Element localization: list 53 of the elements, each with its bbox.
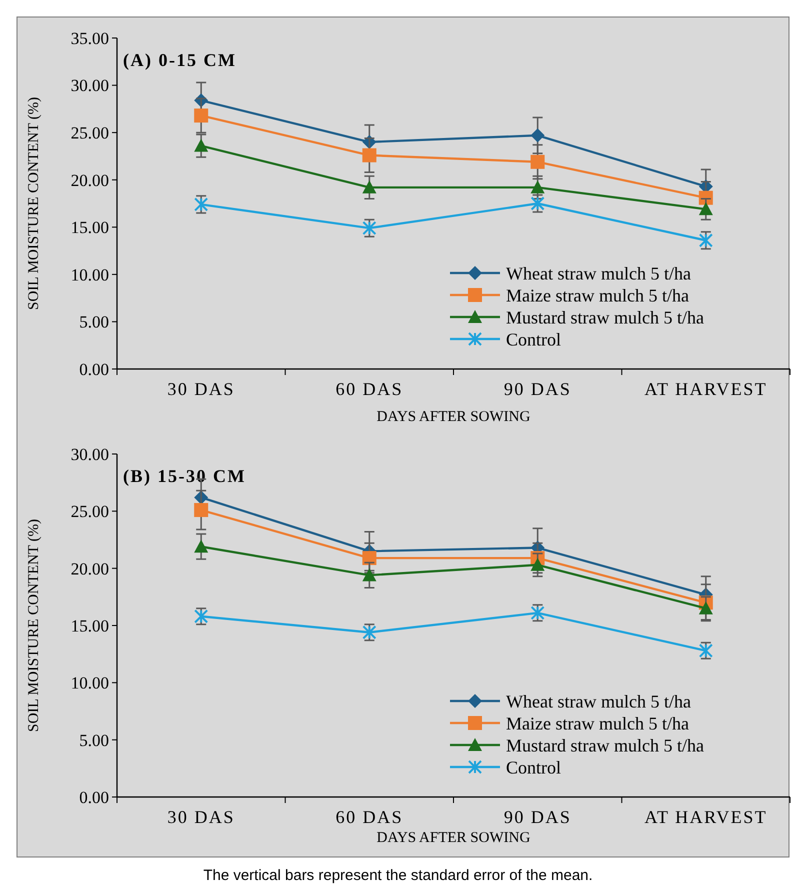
legend-label: Control <box>506 757 562 778</box>
text: The vertical bars represent the standard error of the mean. <box>203 867 593 884</box>
point <box>194 503 208 518</box>
x-tick-label: 60 DAS <box>336 379 404 399</box>
point <box>530 128 545 142</box>
point <box>194 540 208 553</box>
x-axis-title: DAYS AFTER SOWING <box>376 409 530 425</box>
point <box>698 202 713 216</box>
legend-label: Wheat straw mulch 5 t/ha <box>506 691 691 712</box>
x-axis-title: DAYS AFTER SOWING <box>376 830 530 846</box>
x-tick-label: 90 DAS <box>504 379 572 399</box>
point <box>362 180 376 194</box>
text: (B) 15-30 CM <box>123 466 246 486</box>
y-tick-label: 5.00 <box>79 730 109 750</box>
y-axis-title: SOIL MOISTURE CONTENT (%) <box>26 97 42 310</box>
legend-label: Mustard straw mulch 5 t/ha <box>506 735 704 756</box>
point <box>362 148 376 162</box>
point <box>362 551 376 566</box>
x-tick-label: 60 DAS <box>336 807 404 827</box>
y-tick-label: 0.00 <box>79 360 109 379</box>
point <box>362 568 376 582</box>
y-axis-title: SOIL MOISTURE CONTENT (%) <box>26 519 42 732</box>
point <box>194 138 208 152</box>
point <box>698 601 713 614</box>
y-tick-label: 0.00 <box>79 788 109 807</box>
y-tick-label: 15.00 <box>70 218 109 238</box>
y-tick-label: 10.00 <box>70 674 109 693</box>
y-tick-label: 5.00 <box>79 312 109 332</box>
y-tick-label: 25.00 <box>70 502 109 522</box>
legend-label: Control <box>506 329 562 350</box>
y-tick-label: 20.00 <box>70 559 109 578</box>
x-tick-label: AT HARVEST <box>644 807 768 827</box>
point <box>194 108 208 123</box>
x-tick-label: 30 DAS <box>167 807 235 827</box>
y-tick-label: 20.00 <box>70 170 109 190</box>
legend-label: Mustard straw mulch 5 t/ha <box>506 307 704 328</box>
y-tick-label: 30.00 <box>70 444 109 464</box>
legend-label: Maize straw mulch 5 t/ha <box>506 285 689 306</box>
y-tick-label: 15.00 <box>70 616 109 636</box>
y-tick-label: 35.00 <box>70 28 109 48</box>
legend-label: Wheat straw mulch 5 t/ha <box>506 263 691 284</box>
point <box>530 196 544 210</box>
y-tick-label: 10.00 <box>70 265 109 284</box>
legend-label: Maize straw mulch 5 t/ha <box>506 713 689 734</box>
x-tick-label: AT HARVEST <box>644 379 768 399</box>
point <box>530 180 545 194</box>
y-tick-label: 25.00 <box>70 124 109 143</box>
point <box>530 558 545 571</box>
text: (A) 0-15 CM <box>123 50 236 70</box>
x-tick-label: 90 DAS <box>504 807 572 827</box>
y-tick-label: 30.00 <box>70 76 109 96</box>
point <box>530 154 545 169</box>
x-tick-label: 30 DAS <box>167 379 235 399</box>
